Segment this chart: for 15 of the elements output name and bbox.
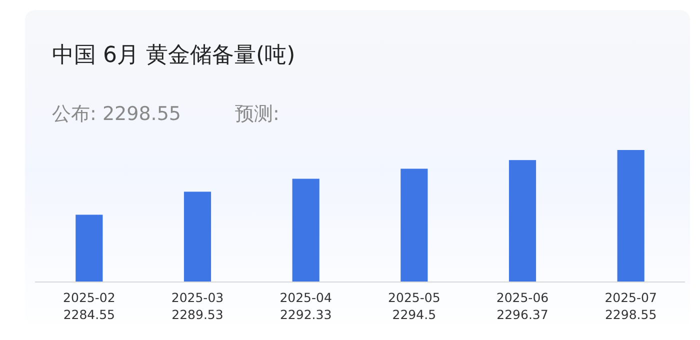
data-label: 2284.55 [63, 307, 116, 322]
text: 公布: 2298.55 [52, 103, 182, 125]
data-label: 2296.37 [496, 307, 548, 322]
x-tick-label: 2025-06 [496, 290, 549, 305]
text: 预测: [235, 103, 280, 125]
x-tick-label: 2025-05 [388, 290, 440, 305]
chart-title: 中国 6月 黄金储备量(吨) [52, 43, 296, 68]
x-tick-label: 2025-02 [63, 290, 116, 305]
data-label: 2292.33 [280, 307, 332, 322]
data-label: 2294.5 [392, 307, 436, 322]
data-label: 2289.53 [172, 307, 224, 322]
x-tick-label: 2025-03 [171, 290, 224, 305]
x-tick-label: 2025-04 [280, 290, 332, 305]
x-tick-label: 2025-07 [604, 290, 657, 305]
data-label: 2298.55 [604, 307, 657, 322]
